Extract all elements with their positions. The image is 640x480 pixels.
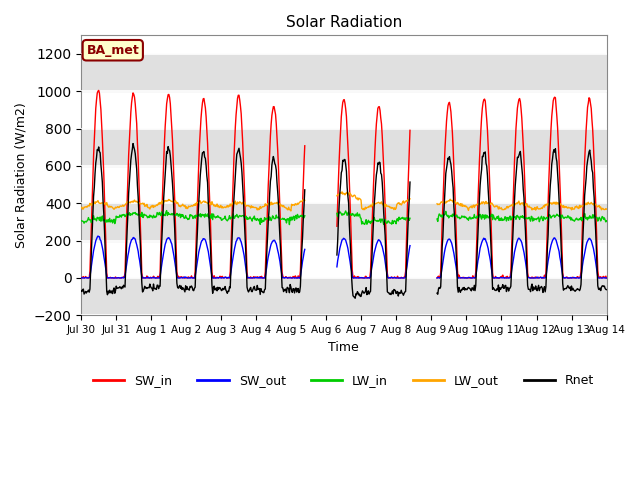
Bar: [81, 204, 607, 240]
Rnet: [222, 287, 230, 293]
Title: Solar Radiation: Solar Radiation: [285, 15, 402, 30]
SW_in: [194, 178, 202, 184]
LW_out: [77, 205, 85, 211]
LW_out: [87, 202, 95, 207]
Rnet: [141, 283, 148, 289]
SW_in: [222, 275, 230, 280]
SW_out: [194, 254, 202, 260]
LW_out: [222, 204, 230, 210]
Line: SW_out: SW_out: [81, 236, 607, 278]
LW_out: [141, 204, 148, 209]
SW_in: [603, 275, 611, 281]
SW_in: [77, 275, 85, 280]
LW_in: [222, 216, 230, 222]
LW_in: [87, 217, 95, 223]
Rnet: [603, 287, 611, 292]
X-axis label: Time: Time: [328, 341, 359, 354]
LW_in: [141, 212, 148, 218]
Line: LW_in: LW_in: [81, 211, 607, 225]
Rnet: [77, 288, 85, 294]
Line: Rnet: Rnet: [81, 144, 607, 298]
SW_in: [87, 246, 95, 252]
LW_in: [603, 218, 611, 224]
Bar: [81, 54, 607, 91]
Rnet: [87, 268, 95, 274]
Text: BA_met: BA_met: [86, 44, 139, 57]
Line: LW_out: LW_out: [81, 192, 607, 211]
Y-axis label: Solar Radiation (W/m2): Solar Radiation (W/m2): [15, 102, 28, 248]
Legend: SW_in, SW_out, LW_in, LW_out, Rnet: SW_in, SW_out, LW_in, LW_out, Rnet: [88, 369, 600, 392]
LW_out: [194, 200, 202, 205]
Line: SW_in: SW_in: [81, 90, 607, 278]
SW_out: [87, 268, 95, 274]
SW_out: [77, 275, 85, 281]
LW_out: [603, 206, 611, 212]
SW_in: [141, 275, 148, 281]
SW_out: [603, 275, 611, 281]
Rnet: [194, 212, 202, 217]
Bar: [81, 129, 607, 166]
SW_out: [141, 275, 148, 281]
Bar: [81, 278, 607, 315]
LW_in: [194, 212, 202, 217]
SW_out: [222, 274, 230, 280]
LW_in: [77, 218, 85, 224]
